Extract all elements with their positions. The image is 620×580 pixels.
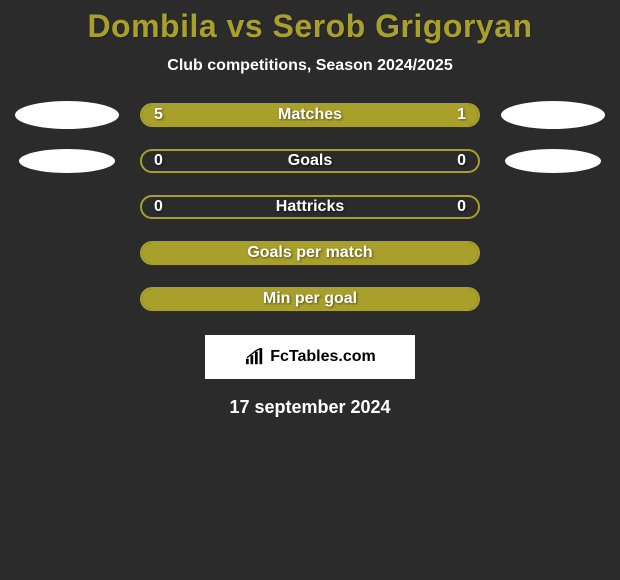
stat-bar: 0 Goals 0 bbox=[140, 149, 480, 173]
stat-row-matches: 5 Matches 1 bbox=[0, 103, 620, 127]
chart-icon bbox=[244, 348, 266, 366]
left-slot bbox=[12, 101, 122, 129]
stat-value-left: 5 bbox=[154, 106, 163, 124]
stat-row-min-per-goal: Min per goal bbox=[0, 287, 620, 311]
stat-value-right: 0 bbox=[457, 198, 466, 216]
page-title: Dombila vs Serob Grigoryan bbox=[0, 8, 620, 45]
stat-label: Min per goal bbox=[263, 290, 357, 308]
player-right-ellipse bbox=[505, 149, 601, 173]
attribution-text: FcTables.com bbox=[270, 348, 376, 366]
stat-row-hattricks: 0 Hattricks 0 bbox=[0, 195, 620, 219]
stat-bar: Min per goal bbox=[140, 287, 480, 311]
left-slot bbox=[12, 149, 122, 173]
stat-value-right: 1 bbox=[457, 106, 466, 124]
subtitle: Club competitions, Season 2024/2025 bbox=[0, 57, 620, 75]
player-left-ellipse bbox=[15, 101, 119, 129]
stat-label: Hattricks bbox=[276, 198, 344, 216]
stat-bar: 0 Hattricks 0 bbox=[140, 195, 480, 219]
stat-value-left: 0 bbox=[154, 198, 163, 216]
stat-label: Goals bbox=[288, 152, 332, 170]
stat-rows: 5 Matches 1 0 Goals 0 0 bbox=[0, 103, 620, 311]
right-slot bbox=[498, 149, 608, 173]
bar-fill-right bbox=[422, 105, 478, 125]
attribution-badge: FcTables.com bbox=[205, 335, 415, 379]
stat-label: Goals per match bbox=[247, 244, 372, 262]
player-left-ellipse bbox=[19, 149, 115, 173]
stat-row-goals-per-match: Goals per match bbox=[0, 241, 620, 265]
stat-value-right: 0 bbox=[457, 152, 466, 170]
comparison-card: Dombila vs Serob Grigoryan Club competit… bbox=[0, 0, 620, 418]
stat-label: Matches bbox=[278, 106, 342, 124]
date-text: 17 september 2024 bbox=[0, 397, 620, 418]
right-slot bbox=[498, 101, 608, 129]
stat-bar: 5 Matches 1 bbox=[140, 103, 480, 127]
stat-row-goals: 0 Goals 0 bbox=[0, 149, 620, 173]
stat-value-left: 0 bbox=[154, 152, 163, 170]
stat-bar: Goals per match bbox=[140, 241, 480, 265]
player-right-ellipse bbox=[501, 101, 605, 129]
